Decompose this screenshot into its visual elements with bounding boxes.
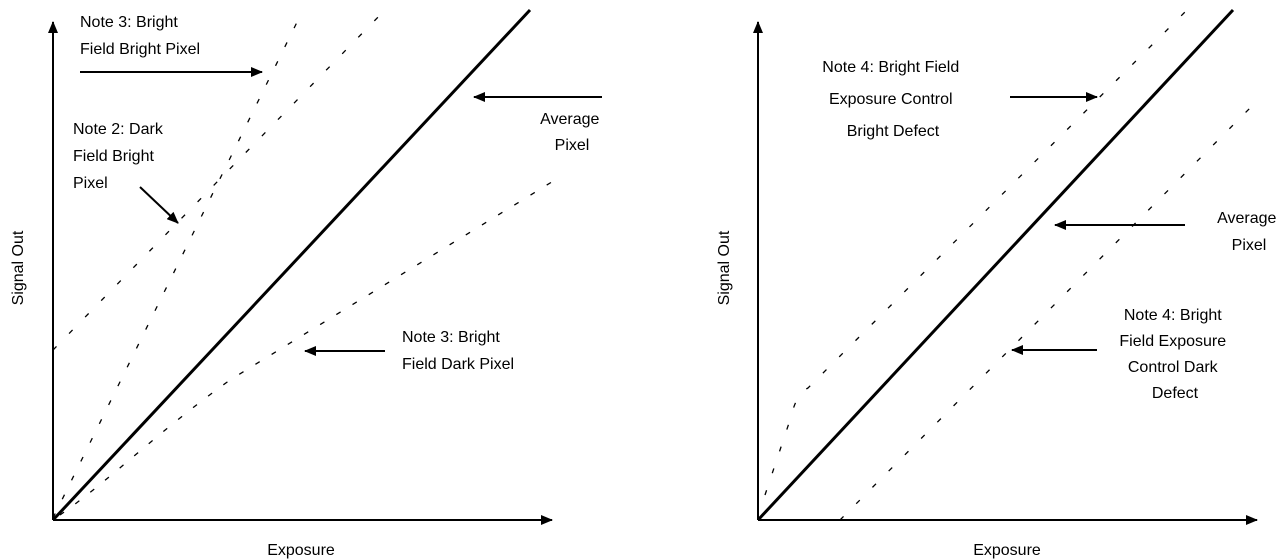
left-x-axis-label: Exposure — [267, 542, 335, 559]
right-note-exposure-control-bright-defect: Note 4: Bright Field Exposure Control Br… — [822, 59, 963, 140]
left-note-dark-field-bright-pixel: Note 2: Dark Field Bright Pixel — [73, 121, 167, 192]
left-bright-field-bright-pixel-curve — [52, 11, 384, 351]
left-y-axis-label: Signal Out — [10, 230, 27, 305]
right-average-pixel-line — [756, 8, 1235, 522]
left-note-bright-field-bright-pixel: Note 3: Bright Field Bright Pixel — [80, 14, 200, 58]
right-note-exposure-control-dark-defect: Note 4: Bright Field Exposure Control Da… — [1119, 307, 1230, 402]
left-dark-field-bright-pixel-curve — [52, 11, 303, 519]
left-diagram: Note 3: Bright Field Bright Pixel Note 2… — [10, 8, 604, 559]
left-note-average-pixel: Average Pixel — [540, 111, 604, 154]
left-bright-field-dark-pixel-curve — [59, 179, 556, 516]
right-note-average-pixel: Average Pixel — [1217, 210, 1277, 254]
left-dark-field-arrow — [139, 186, 179, 224]
right-x-axis-label: Exposure — [973, 542, 1041, 559]
left-average-pixel-line — [51, 8, 532, 522]
right-diagram: Note 4: Bright Field Exposure Control Br… — [716, 8, 1277, 559]
left-note-bright-field-dark-pixel: Note 3: Bright Field Dark Pixel — [402, 329, 514, 373]
right-y-axis-label: Signal Out — [716, 230, 733, 305]
right-bright-defect-curve — [764, 11, 1186, 496]
